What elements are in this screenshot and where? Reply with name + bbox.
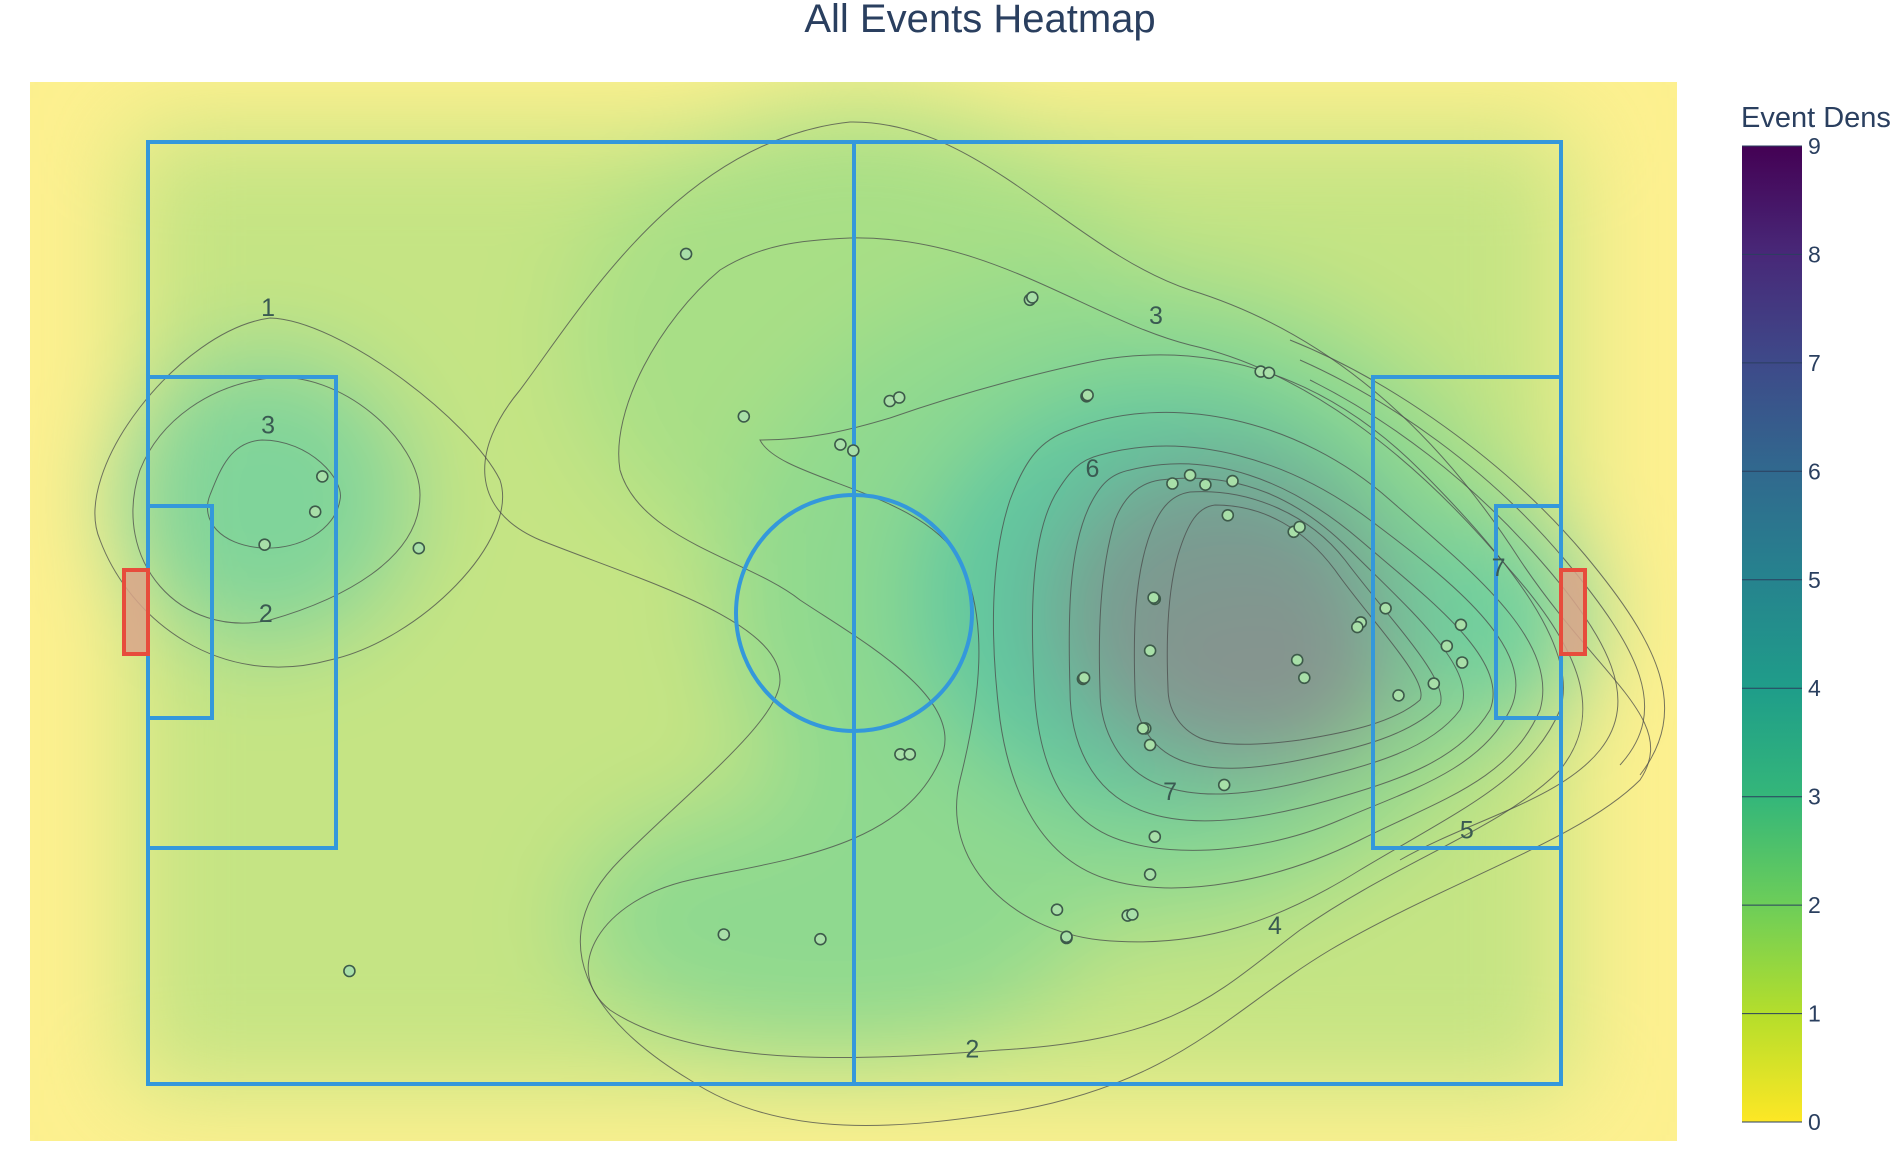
event-point xyxy=(1136,722,1150,735)
event-point xyxy=(412,541,426,555)
right-goal xyxy=(1559,568,1587,656)
event-point xyxy=(1293,520,1306,534)
event-point xyxy=(1454,618,1468,632)
contour-label: 7 xyxy=(1492,554,1506,582)
colorbar-tick-label: 4 xyxy=(1808,675,1821,701)
event-point xyxy=(1148,830,1162,844)
event-point xyxy=(1392,689,1405,702)
contour-label: 5 xyxy=(1460,817,1474,845)
colorbar-tick-label: 8 xyxy=(1808,241,1821,267)
event-point xyxy=(679,247,693,261)
event-point xyxy=(1379,601,1392,615)
colorbar-tick-label: 2 xyxy=(1808,892,1821,918)
event-point xyxy=(258,538,271,552)
colorbar-tick-label: 1 xyxy=(1808,1001,1821,1027)
colorbar-gradient xyxy=(1742,146,1802,1122)
event-point xyxy=(1217,778,1231,792)
event-point xyxy=(1077,671,1091,685)
event-point xyxy=(1290,653,1304,667)
contour-label: 3 xyxy=(1149,302,1163,330)
contour-label: 4 xyxy=(1268,912,1282,940)
colorbar-tick-label: 9 xyxy=(1808,133,1821,159)
colorbar: Event Density 0 1 2 3 4 5 6 7 8 9 xyxy=(1741,102,1891,1135)
event-point xyxy=(315,470,329,483)
colorbar-tick-label: 0 xyxy=(1808,1109,1821,1135)
event-point xyxy=(1221,508,1235,522)
colorbar-tick-label: 7 xyxy=(1808,350,1821,376)
left-goal xyxy=(122,568,150,656)
event-point xyxy=(717,928,731,941)
event-point xyxy=(1126,908,1139,921)
event-point xyxy=(1143,868,1157,881)
event-point xyxy=(1351,620,1364,634)
event-point xyxy=(1440,639,1454,653)
event-point xyxy=(1262,366,1276,380)
colorbar-ticks: 0 1 2 3 4 5 6 7 8 9 xyxy=(1742,133,1821,1135)
event-point xyxy=(1455,656,1469,669)
event-point xyxy=(1060,930,1073,944)
event-point xyxy=(1199,478,1212,492)
event-point xyxy=(846,444,860,457)
colorbar-title: Event Density xyxy=(1741,102,1891,134)
event-point xyxy=(834,438,847,451)
colorbar-tick-label: 3 xyxy=(1808,784,1821,810)
event-point xyxy=(1081,388,1094,402)
event-point xyxy=(1147,591,1160,605)
event-point xyxy=(1226,474,1239,488)
contour-label: 1 xyxy=(261,294,275,322)
colorbar-tick-label: 5 xyxy=(1808,567,1821,593)
contour-label: 7 xyxy=(1163,778,1177,806)
event-point xyxy=(308,505,322,519)
contour-labels: 1 3 2 3 6 7 4 5 7 2 xyxy=(259,294,1506,1064)
event-point xyxy=(343,964,356,978)
event-point xyxy=(1183,468,1197,482)
event-points xyxy=(258,247,1469,978)
event-point xyxy=(1050,903,1064,917)
contour-label: 3 xyxy=(261,412,275,440)
event-point xyxy=(814,932,827,946)
contour-label: 2 xyxy=(965,1036,979,1064)
event-point xyxy=(892,391,906,404)
event-point xyxy=(1427,677,1441,690)
event-point xyxy=(737,410,751,423)
event-point xyxy=(1143,738,1157,752)
colorbar-tick-label: 6 xyxy=(1808,458,1821,484)
event-point xyxy=(1298,671,1311,685)
contour-label: 2 xyxy=(259,600,273,628)
event-point xyxy=(1166,477,1179,490)
plot-area: 1 3 2 3 6 7 4 5 7 2 xyxy=(30,82,1677,1141)
event-point xyxy=(903,747,917,761)
center-circle xyxy=(734,493,974,733)
event-point xyxy=(1026,291,1039,304)
contour-label: 6 xyxy=(1085,455,1099,483)
chart-title: All Events Heatmap xyxy=(804,0,1155,41)
pitch-markings xyxy=(122,140,1587,1086)
event-point xyxy=(1143,644,1157,658)
